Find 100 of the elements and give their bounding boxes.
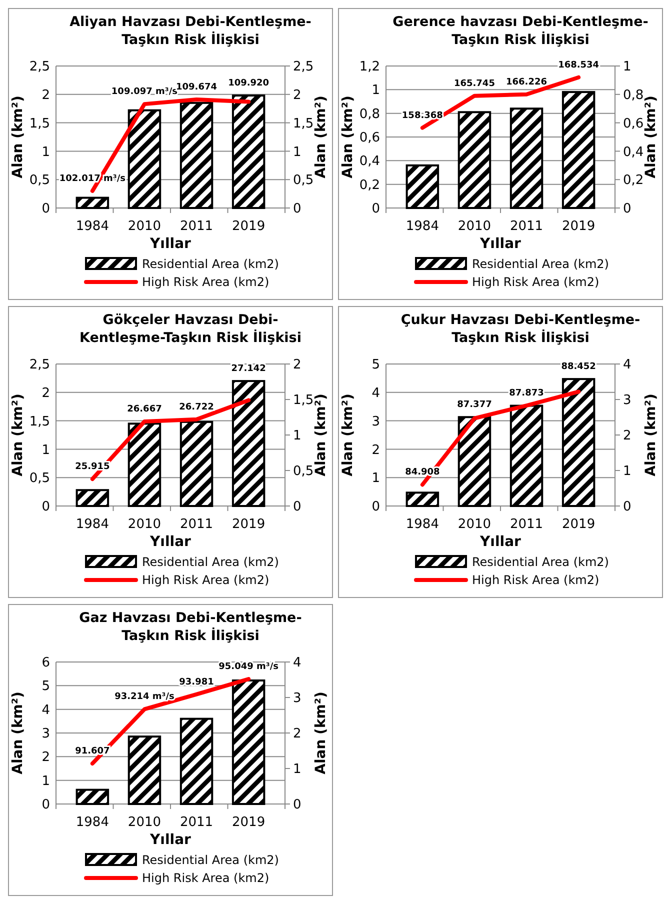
chart-title: Gaz Havzası Debi-Kentleşme-Taşkın Risk İlişkisi [79,610,302,644]
x-tick-label: 2010 [128,517,162,532]
y2-tick-label: 1 [623,464,632,480]
x-tick-label: 2019 [562,219,596,234]
y-axis-title: Alan (km²) [10,96,26,178]
legend-label: Residential Area (km2) [472,555,609,570]
y2-tick-label: 0 [293,500,302,515]
x-tick-label: 2019 [232,517,266,532]
y-tick-label: 4 [42,702,50,718]
bar [180,718,214,805]
x-tick-label: 2010 [128,219,162,234]
y-tick-label: 0,4 [359,154,380,170]
annotation: 165.745 [454,78,495,89]
y-axis-title: Alan (km²) [340,96,356,178]
y-tick-label: 1,5 [29,414,50,430]
y-axis-title: Alan (km²) [10,692,26,774]
bar [458,416,492,507]
y-tick-label: 2 [42,750,50,766]
y-tick-label: 1 [42,774,50,789]
y2-tick-label: 1 [623,60,632,75]
bar [232,380,266,507]
legend-label: High Risk Area (km2) [472,573,600,588]
y-tick-label: 0 [372,500,380,515]
y2-tick-label: 1,5 [293,116,314,132]
bar [76,489,110,507]
y2-tick-label: 0 [293,202,302,217]
y-axis-title: Alan (km²) [10,394,26,476]
y2-tick-label: 2 [293,726,302,742]
chart-title: Gökçeler Havzası Debi-Kentleşme-Taşkın Risk İlişkisi [80,312,302,346]
chart-title: Gerence havzası Debi-Kentleşme-Taşkın Risk İlişkisi [392,14,648,48]
bar [232,679,266,805]
x-tick-label: 2011 [180,815,214,830]
y2-tick-label: 3 [623,393,632,408]
y-tick-label: 0,2 [359,178,380,193]
bar [128,109,162,209]
legend-label: Residential Area (km2) [142,555,279,570]
legend-label: High Risk Area (km2) [142,871,270,886]
y-tick-label: 0,5 [29,471,50,486]
y2-tick-label: 1 [293,762,302,778]
x-tick-label: 2019 [232,219,266,234]
y-tick-label: 4 [372,386,380,401]
y2-tick-label: 0,5 [293,464,314,480]
bar [232,94,266,209]
chart-title: Çukur Havzası Debi-Kentleşme-Taşkın Risk İlişkisi [400,312,640,346]
y2-tick-label: 0 [623,202,632,217]
y-tick-label: 1,5 [29,116,50,132]
x-axis-title: Yıllar [149,534,192,550]
y2-tick-label: 0,5 [293,173,314,188]
y2-tick-label: 4 [293,656,302,671]
y2-axis-title: Alan (km²) [643,394,659,476]
y2-tick-label: 2 [293,88,302,103]
y-tick-label: 0 [42,202,50,217]
annotation: 109.674 [176,82,218,93]
chart-title: Aliyan Havzası Debi-Kentleşme-Taşkın Risk İlişkisi [70,14,312,48]
y2-tick-label: 1 [293,428,302,444]
bar [562,91,596,209]
x-axis-title: Yıllar [149,236,192,252]
x-axis-title: Yıllar [479,236,522,252]
annotation: 166.226 [506,77,548,88]
x-tick-label: 2011 [180,517,214,532]
annotation: 95.049 m³/s [218,662,278,672]
y2-tick-label: 1 [293,144,302,160]
y2-tick-label: 0 [623,500,632,515]
y-tick-label: 1 [42,442,50,458]
x-tick-label: 2019 [232,815,266,830]
y2-tick-label: 0 [293,798,302,813]
y-tick-label: 0,5 [29,173,50,188]
bar [180,102,214,209]
y2-tick-label: 0,4 [623,144,644,160]
y2-tick-label: 0,2 [623,173,644,188]
y-tick-label: 3 [42,726,50,742]
bar [562,378,596,507]
x-tick-label: 1984 [76,219,109,234]
x-tick-label: 2011 [510,219,544,234]
legend-label: High Risk Area (km2) [472,275,600,290]
bar [458,111,492,209]
bar [510,404,544,507]
bar [406,492,440,507]
bar [406,164,440,209]
bar [510,108,544,209]
annotation: 87.873 [509,388,544,399]
legend-label: Residential Area (km2) [142,853,279,868]
x-tick-label: 2010 [458,517,492,532]
x-axis-title: Yıllar [149,832,192,848]
annotation: 88.452 [561,362,596,372]
x-tick-label: 2011 [510,517,544,532]
y-tick-label: 0 [372,202,380,217]
x-tick-label: 1984 [76,815,109,830]
x-tick-label: 2019 [562,517,596,532]
y2-axis-title: Alan (km²) [313,96,329,178]
x-axis-title: Yıllar [479,534,522,550]
y-tick-label: 2 [42,88,50,103]
y2-axis-title: Alan (km²) [313,692,329,774]
x-tick-label: 2010 [128,815,162,830]
x-tick-label: 1984 [406,517,439,532]
y-tick-label: 2 [372,442,380,458]
x-tick-label: 2010 [458,219,492,234]
y-tick-label: 1 [42,144,50,160]
x-tick-label: 2011 [180,219,214,234]
y2-tick-label: 2 [293,358,302,373]
